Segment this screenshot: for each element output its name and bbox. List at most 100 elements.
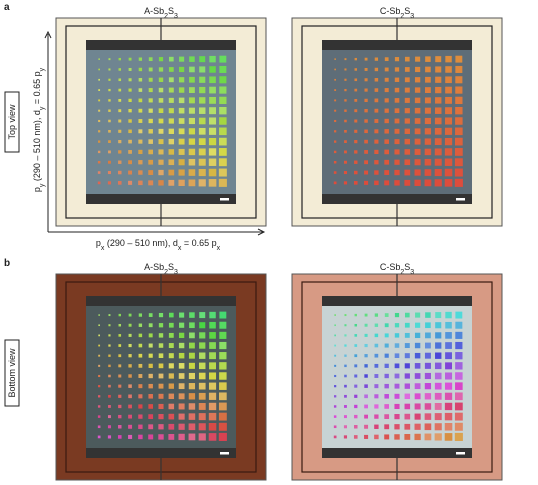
nanostructure [354, 344, 358, 347]
nanostructure [98, 109, 101, 112]
nanostructure [168, 118, 174, 124]
nanostructure [435, 312, 442, 319]
nanostructure [188, 383, 196, 390]
text-part: C-Sb [380, 262, 401, 272]
nanostructure [354, 57, 357, 61]
nanostructure [344, 344, 347, 347]
nanostructure [404, 373, 410, 379]
nanostructure [424, 403, 432, 410]
nanostructure [414, 179, 421, 186]
nanostructure [394, 363, 400, 369]
nanostructure [168, 343, 174, 349]
nanostructure [219, 106, 227, 115]
nanostructure [344, 374, 347, 378]
nanostructure [158, 434, 164, 440]
nanostructure [414, 159, 421, 166]
nanostructure [404, 77, 410, 83]
nanostructure [435, 66, 442, 73]
nanostructure [118, 88, 122, 92]
nanostructure [117, 435, 122, 439]
nanostructure [415, 56, 421, 62]
nanostructure [128, 119, 132, 123]
nanostructure [128, 414, 133, 419]
nanostructure [188, 403, 196, 410]
nanostructure [98, 374, 101, 378]
nanostructure [364, 323, 368, 327]
nanostructure [394, 118, 400, 124]
nanostructure [425, 76, 431, 83]
nanostructure [178, 77, 185, 83]
nanostructure [434, 362, 442, 370]
nanostructure [188, 362, 195, 369]
nanostructure [158, 139, 164, 145]
nanostructure [394, 128, 400, 134]
nanostructure [444, 168, 453, 177]
nanostructure [158, 323, 164, 328]
nanostructure [354, 88, 358, 92]
nanostructure [98, 385, 101, 388]
nanostructure [98, 130, 101, 133]
nanostructure [414, 413, 421, 420]
nanostructure [455, 76, 463, 84]
nanostructure [424, 169, 432, 176]
nanostructure [445, 352, 452, 360]
nanostructure [394, 373, 400, 379]
nanostructure [344, 58, 347, 61]
nanostructure [344, 394, 347, 398]
nanostructure [148, 149, 154, 155]
nanostructure [455, 127, 463, 136]
nanostructure [148, 88, 153, 93]
nanostructure [404, 159, 411, 166]
nanostructure [188, 393, 196, 400]
scale-bar [220, 198, 229, 201]
nanostructure [415, 66, 421, 73]
nanostructure [454, 178, 463, 187]
nanostructure [364, 394, 368, 399]
nanostructure [188, 342, 195, 349]
nanostructure [178, 169, 185, 176]
nanostructure [374, 434, 379, 440]
nanostructure [334, 119, 337, 123]
nanostructure [97, 160, 101, 164]
nanostructure [454, 168, 463, 177]
nanostructure [128, 67, 132, 71]
nanostructure [118, 374, 122, 378]
nanostructure [424, 372, 431, 380]
nanostructure [118, 334, 122, 337]
nanostructure [404, 322, 410, 328]
nanostructure [107, 435, 112, 439]
nanostructure [148, 383, 153, 389]
nanostructure [118, 57, 121, 61]
text-part: A-Sb [144, 262, 164, 272]
nanostructure [108, 88, 111, 92]
nanostructure [354, 170, 358, 175]
nanostructure [364, 98, 368, 103]
nanostructure [424, 148, 432, 156]
nanostructure [334, 68, 336, 71]
nanostructure [444, 402, 453, 411]
nanostructure [455, 372, 463, 380]
nanostructure [178, 179, 185, 186]
nanostructure [424, 128, 432, 135]
nanostructure [158, 159, 164, 165]
nanostructure [168, 393, 175, 400]
subscript: 2 [400, 269, 404, 276]
nanostructure [219, 372, 227, 380]
nanostructure [199, 322, 206, 329]
nanostructure [178, 373, 185, 379]
nanostructure [425, 66, 431, 73]
nanostructure [354, 384, 358, 388]
nanostructure [353, 181, 358, 185]
nanostructure [424, 179, 432, 187]
nanostructure [384, 313, 389, 317]
nanostructure [435, 56, 442, 63]
nanostructure [374, 333, 379, 338]
nanostructure [199, 56, 206, 63]
nanostructure [364, 364, 368, 368]
nanostructure [98, 344, 101, 347]
nanostructure [404, 343, 410, 349]
nanostructure [199, 332, 206, 339]
nanostructure [404, 413, 411, 420]
nanostructure [354, 323, 358, 327]
nanostructure [107, 160, 111, 164]
